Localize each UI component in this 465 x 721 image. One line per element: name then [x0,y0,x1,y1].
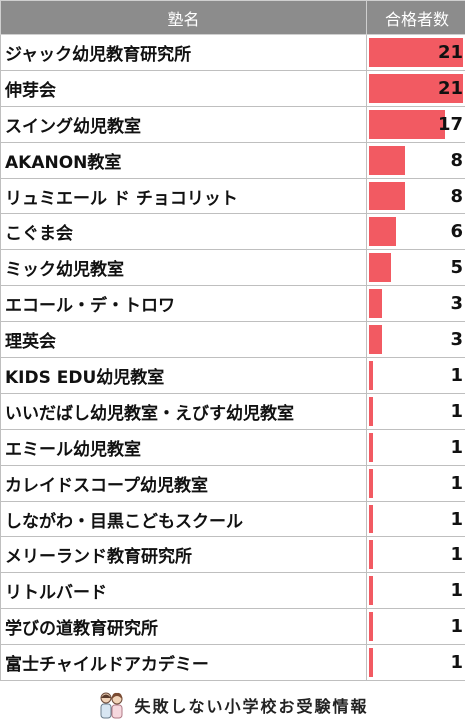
footer-brand: 失敗しない小学校お受験情報 [0,688,465,721]
header-row: 塾名 合格者数 [0,0,465,35]
count-column-header: 合格者数 [366,0,465,35]
table-row: メリーランド教育研究所 1 [0,536,465,574]
count-cell: 21 [366,69,465,107]
footer-title: 失敗しない小学校お受験情報 [134,696,369,716]
school-name: エコール・デ・トロワ [0,285,367,323]
count-cell: 1 [366,644,465,682]
count-cell: 6 [366,213,465,251]
ranking-table: 塾名 合格者数 ジャック幼児教育研究所 21 伸芽会 21 スイング幼児教室 17 AKAN… [0,0,465,682]
count-cell: 1 [366,357,465,394]
count-cell: 1 [366,608,465,646]
table-row: KIDS EDU幼児教室 1 [0,357,465,394]
table-body: ジャック幼児教育研究所 21 伸芽会 21 スイング幼児教室 17 AKANON教室 8 リュミ… [0,34,465,682]
school-name: 理英会 [0,321,367,359]
count-bar [369,217,396,247]
count-value: 1 [450,508,463,530]
table-row: 伸芽会 21 [0,69,465,107]
count-cell: 1 [366,428,465,466]
count-bar [369,325,383,355]
count-value: 8 [450,149,463,171]
count-value: 1 [450,364,463,386]
count-value: 3 [450,329,463,351]
count-cell: 3 [366,285,465,323]
count-value: 1 [450,436,463,458]
table-row: 富士チャイルドアカデミー 1 [0,644,465,682]
count-bar [369,396,374,426]
school-name: 富士チャイルドアカデミー [0,644,367,682]
count-value: 1 [450,616,463,638]
count-bar [369,468,374,498]
table-row: カレイドスコープ幼児教室 1 [0,464,465,502]
count-cell: 8 [366,141,465,179]
count-cell: 8 [366,177,465,215]
table-row: ミック幼児教室 5 [0,249,465,287]
count-value: 1 [450,652,463,674]
count-cell: 1 [366,500,465,538]
school-name: KIDS EDU幼児教室 [0,357,367,394]
school-name: リトルバード [0,572,367,610]
school-name: 学びの道教育研究所 [0,608,367,646]
count-cell: 1 [366,572,465,610]
table-row: リュミエール ド チョコリット 8 [0,177,465,215]
count-bar [369,361,374,390]
table-row: エコール・デ・トロワ 3 [0,285,465,323]
count-bar [369,109,446,139]
table-row: AKANON教室 8 [0,141,465,179]
ranking-grid: 塾名 合格者数 ジャック幼児教育研究所 21 伸芽会 21 スイング幼児教室 17 AKAN… [0,0,465,682]
parents-icon [100,692,123,718]
count-value: 5 [450,257,463,279]
count-bar [369,253,392,283]
count-cell: 3 [366,321,465,359]
count-bar [369,612,374,642]
count-value: 1 [450,544,463,566]
school-name: リュミエール ド チョコリット [0,177,367,215]
school-name: 伸芽会 [0,69,367,107]
count-value: 21 [437,41,463,63]
school-name: こぐま会 [0,213,367,251]
count-value: 1 [450,580,463,602]
count-cell: 17 [366,105,465,143]
table-row: 理英会 3 [0,321,465,359]
count-value: 3 [450,293,463,315]
school-name: エミール幼児教室 [0,428,367,466]
count-bar [369,540,374,570]
count-value: 1 [450,400,463,422]
school-name: カレイドスコープ幼児教室 [0,464,367,502]
table-row: 学びの道教育研究所 1 [0,608,465,646]
count-bar [369,38,463,67]
school-name: AKANON教室 [0,141,367,179]
school-name: ジャック幼児教育研究所 [0,34,367,71]
count-bar [369,73,463,103]
school-name: しながわ・目黒こどもスクール [0,500,367,538]
count-cell: 1 [366,536,465,574]
count-cell: 1 [366,464,465,502]
count-value: 8 [450,185,463,207]
count-bar [369,289,383,319]
table-row: リトルバード 1 [0,572,465,610]
table-row: いいだばし幼児教室・えびす幼児教室 1 [0,392,465,430]
table-row: スイング幼児教室 17 [0,105,465,143]
count-value: 17 [437,113,463,135]
count-cell: 5 [366,249,465,287]
count-cell: 1 [366,392,465,430]
table-row: しながわ・目黒こどもスクール 1 [0,500,465,538]
count-bar [369,432,374,462]
count-bar [369,504,374,534]
count-bar [369,648,374,678]
count-bar [369,181,405,211]
name-column-header: 塾名 [0,0,367,35]
count-bar [369,576,374,606]
school-name: ミック幼児教室 [0,249,367,287]
count-cell: 21 [366,34,465,71]
table-row: こぐま会 6 [0,213,465,251]
count-bar [369,145,405,175]
count-value: 21 [437,77,463,99]
table-row: ジャック幼児教育研究所 21 [0,34,465,71]
school-name: メリーランド教育研究所 [0,536,367,574]
school-name: スイング幼児教室 [0,105,367,143]
school-name: いいだばし幼児教室・えびす幼児教室 [0,392,367,430]
count-value: 6 [450,221,463,243]
table-row: エミール幼児教室 1 [0,428,465,466]
count-value: 1 [450,472,463,494]
